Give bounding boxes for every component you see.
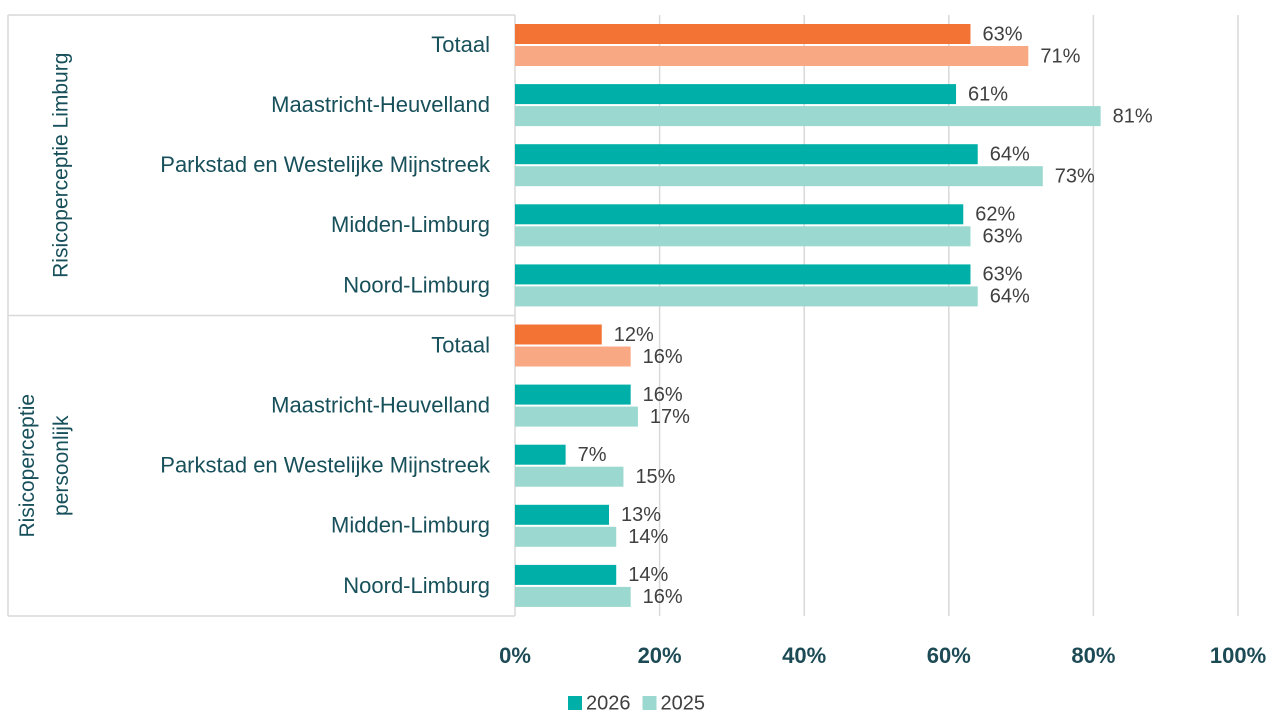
group-label: Risicoperceptie persoonlijk bbox=[16, 394, 73, 538]
value-label: 71% bbox=[1040, 45, 1080, 67]
legend-swatch bbox=[568, 696, 582, 710]
bar bbox=[515, 144, 978, 165]
x-tick-label: 100% bbox=[1210, 643, 1266, 668]
bar bbox=[515, 286, 978, 307]
bar bbox=[515, 504, 609, 525]
value-label: 73% bbox=[1055, 165, 1095, 187]
category-label: Maastricht-Heuvelland bbox=[271, 92, 490, 117]
bar bbox=[515, 166, 1043, 187]
group-label: Risicoperceptie Limburg bbox=[50, 53, 73, 278]
value-label: 14% bbox=[628, 526, 668, 548]
value-label: 13% bbox=[621, 504, 661, 526]
category-label: Parkstad en Westelijke Mijnstreek bbox=[160, 152, 491, 177]
bar bbox=[515, 564, 617, 585]
value-label: 15% bbox=[635, 466, 675, 488]
bar bbox=[515, 46, 1029, 66]
value-label: 16% bbox=[643, 346, 683, 368]
bar bbox=[515, 324, 602, 345]
bar bbox=[515, 84, 957, 105]
value-label: 17% bbox=[650, 406, 690, 428]
bar bbox=[515, 24, 971, 44]
bar bbox=[515, 106, 1101, 127]
bar bbox=[515, 444, 566, 465]
legend-label: 2025 bbox=[661, 692, 706, 710]
category-label: Noord-Limburg bbox=[343, 272, 490, 297]
value-label: 62% bbox=[975, 204, 1015, 226]
value-label: 63% bbox=[982, 264, 1022, 286]
x-tick-label: 60% bbox=[927, 643, 971, 668]
value-label: 64% bbox=[990, 286, 1030, 308]
category-label: Maastricht-Heuvelland bbox=[271, 392, 490, 417]
legend-swatch bbox=[642, 696, 657, 710]
value-label: 12% bbox=[614, 324, 654, 346]
category-label: Totaal bbox=[431, 332, 490, 357]
x-tick-label: 20% bbox=[638, 643, 682, 668]
category-label: Totaal bbox=[431, 32, 490, 57]
bar bbox=[515, 226, 971, 247]
category-label: Midden-Limburg bbox=[331, 513, 490, 538]
category-label: Parkstad en Westelijke Mijnstreek bbox=[160, 453, 491, 478]
value-label: 63% bbox=[982, 226, 1022, 248]
bar bbox=[515, 406, 638, 427]
value-label: 16% bbox=[643, 586, 683, 608]
value-label: 14% bbox=[628, 564, 668, 586]
bar bbox=[515, 526, 617, 547]
bar bbox=[515, 384, 631, 405]
legend-label: 2026 bbox=[586, 692, 631, 710]
value-label: 16% bbox=[643, 384, 683, 406]
bar bbox=[515, 204, 964, 225]
value-label: 7% bbox=[578, 444, 607, 466]
value-label: 63% bbox=[982, 23, 1022, 45]
x-tick-label: 0% bbox=[499, 643, 531, 668]
value-label: 81% bbox=[1113, 105, 1153, 127]
value-label: 64% bbox=[990, 143, 1030, 165]
bar bbox=[515, 346, 631, 367]
bar bbox=[515, 264, 971, 285]
x-tick-label: 80% bbox=[1071, 643, 1115, 668]
category-label: Noord-Limburg bbox=[343, 573, 490, 598]
category-label: Midden-Limburg bbox=[331, 212, 490, 237]
bar bbox=[515, 586, 631, 607]
bar bbox=[515, 466, 624, 487]
x-tick-label: 40% bbox=[782, 643, 826, 668]
value-label: 61% bbox=[968, 83, 1008, 105]
